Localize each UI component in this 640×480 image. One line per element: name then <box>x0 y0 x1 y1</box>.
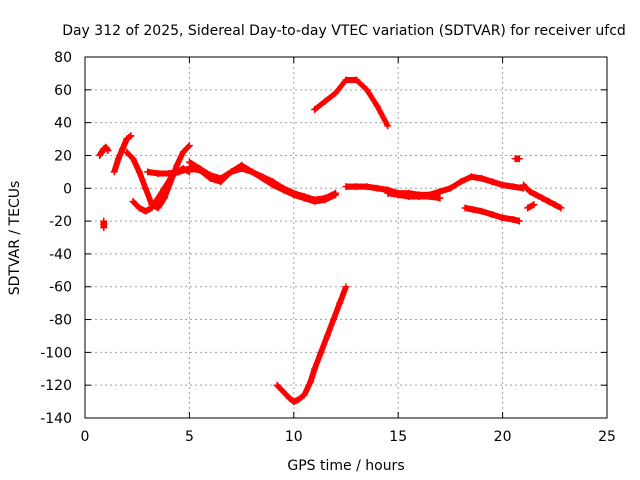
y-tick-label: 40 <box>54 116 72 132</box>
data-point <box>436 194 444 202</box>
data-point <box>332 189 340 197</box>
data-point <box>185 142 193 150</box>
y-tick-label: -20 <box>49 214 72 230</box>
y-tick-label: 0 <box>63 181 72 197</box>
data-point <box>104 147 112 155</box>
y-tick-label: 80 <box>54 50 72 66</box>
y-tick-label: -140 <box>40 411 72 427</box>
data-point <box>557 204 565 212</box>
data-point <box>127 132 135 140</box>
y-tick-label: -120 <box>40 378 72 394</box>
chart-title: Day 312 of 2025, Sidereal Day-to-day VTE… <box>62 23 626 39</box>
x-tick-label: 10 <box>285 429 303 445</box>
data-point <box>515 155 523 163</box>
x-tick-label: 20 <box>494 429 512 445</box>
data-point <box>515 217 523 225</box>
y-tick-label: 60 <box>54 83 72 99</box>
y-tick-label: -100 <box>40 345 72 361</box>
x-tick-label: 0 <box>81 429 90 445</box>
y-tick-label: -40 <box>49 247 72 263</box>
x-tick-label: 15 <box>389 429 407 445</box>
y-tick-label: 20 <box>54 148 72 164</box>
data-point <box>384 122 392 130</box>
y-tick-label: -60 <box>49 280 72 296</box>
data-point <box>530 201 538 209</box>
x-tick-label: 5 <box>185 429 194 445</box>
data-layer <box>96 76 565 406</box>
plot-frame <box>84 56 608 419</box>
x-axis-title: GPS time / hours <box>287 458 404 474</box>
data-point <box>342 283 350 291</box>
data-point <box>100 224 108 232</box>
y-tick-label: -80 <box>49 313 72 329</box>
x-tick-label: 25 <box>598 429 616 445</box>
tick-layer: 0 5 10 15 20 25 -140 -120 -100 -80 -60 -40 -20 0 20 40 6… <box>40 50 616 445</box>
grid-layer <box>85 57 607 418</box>
y-axis-title: SDTVAR / TECUs <box>7 181 23 296</box>
